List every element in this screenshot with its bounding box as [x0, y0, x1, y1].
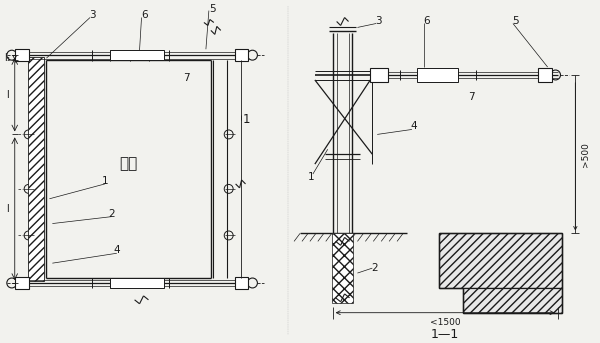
- Text: 5: 5: [209, 4, 216, 14]
- Text: >500: >500: [581, 142, 590, 167]
- Text: 2: 2: [371, 263, 377, 273]
- Text: l: l: [7, 204, 9, 214]
- Bar: [235, 49, 248, 61]
- Bar: [417, 68, 458, 82]
- Text: 1: 1: [308, 172, 314, 182]
- Bar: [110, 278, 164, 288]
- Text: 6: 6: [424, 15, 430, 25]
- Text: 1: 1: [101, 176, 108, 186]
- Text: 1—1: 1—1: [431, 328, 459, 341]
- Bar: [332, 234, 353, 303]
- Text: l₁: l₁: [4, 52, 11, 63]
- Bar: [370, 68, 388, 82]
- Text: 7: 7: [468, 92, 475, 102]
- Text: 3: 3: [89, 10, 95, 20]
- Bar: [538, 68, 551, 82]
- Bar: [28, 57, 44, 281]
- Text: 4: 4: [113, 245, 120, 255]
- Text: 4: 4: [410, 121, 417, 131]
- Bar: [439, 234, 562, 288]
- Text: <1500: <1500: [430, 318, 460, 327]
- Bar: [15, 277, 29, 289]
- Text: 7: 7: [183, 73, 190, 83]
- Bar: [235, 277, 248, 289]
- Bar: [15, 49, 29, 61]
- Text: 6: 6: [141, 10, 148, 20]
- Text: 2: 2: [109, 209, 115, 218]
- Text: 5: 5: [512, 15, 519, 25]
- Text: 1: 1: [243, 113, 250, 126]
- Bar: [463, 288, 562, 313]
- Text: 3: 3: [375, 16, 382, 26]
- Text: l: l: [7, 90, 9, 100]
- Bar: [110, 50, 164, 60]
- Text: 结构: 结构: [119, 157, 138, 172]
